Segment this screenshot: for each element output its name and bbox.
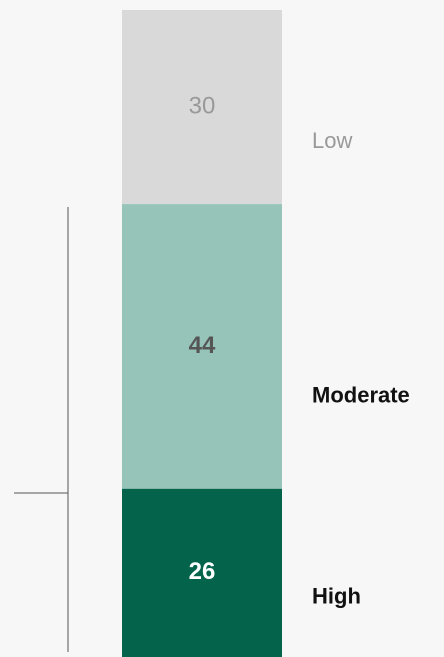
category-label: Low [312,128,352,153]
category-label: Moderate [312,382,410,407]
bar-segment [122,488,282,657]
value-label: 44 [189,332,216,359]
category-label: High [312,584,361,609]
bar-segment [122,204,282,489]
bar-segment [122,10,282,205]
value-label: 26 [189,558,216,585]
value-label: 30 [189,92,216,119]
